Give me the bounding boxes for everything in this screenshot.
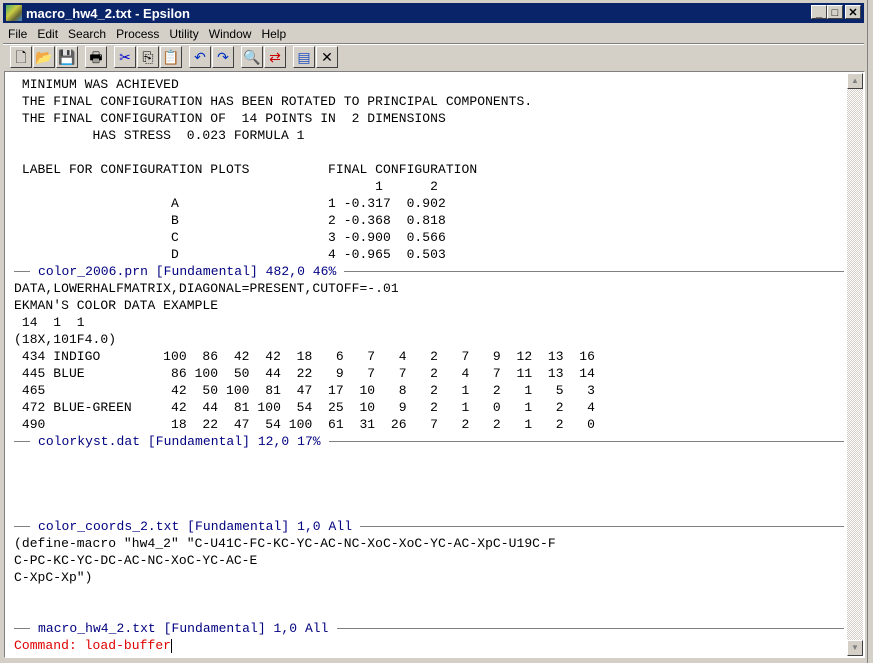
menu-help[interactable]: Help [261,26,287,41]
open-folder-icon[interactable]: 📂 [33,46,55,68]
menu-divider [3,43,864,45]
buffer-line[interactable]: HAS STRESS 0.023 FORMULA 1 [14,128,305,143]
mode-line-status: macro_hw4_2.txt [Fundamental] 1,0 All [38,621,329,636]
minimize-button[interactable]: _ [811,5,827,19]
buffer-line[interactable] [14,450,844,467]
buffer-line[interactable]: THE FINAL CONFIGURATION HAS BEEN ROTATED… [14,94,533,109]
menu-search[interactable]: Search [68,26,107,41]
redo-icon[interactable]: ↷ [212,46,234,68]
buffer-line[interactable]: MINIMUM WAS ACHIEVED [14,77,179,92]
buffer-line[interactable]: (define-macro "hw4_2" "C-U41C-FC-KC-YC-A… [14,536,556,551]
buffer-line[interactable]: C-XpC-Xp") [14,570,93,585]
buffer-line[interactable]: A 1 -0.317 0.902 [14,196,446,211]
buffer-line[interactable]: 490 18 22 47 54 100 61 31 26 7 2 2 1 2 0 [14,417,595,432]
menu-window[interactable]: Window [208,26,252,41]
copy-icon[interactable]: ⎘ [137,46,159,68]
buffer-line[interactable] [14,586,844,603]
mode-line-status: color_2006.prn [Fundamental] 482,0 46% [38,264,337,279]
text-cursor [171,638,173,653]
buffer-line[interactable]: 434 INDIGO 100 86 42 42 18 6 7 4 2 7 9 1… [14,349,595,364]
mode-line-rule [14,628,30,629]
scroll-down-icon[interactable]: ▼ [847,640,863,656]
undo-icon[interactable]: ↶ [189,46,211,68]
mode-line[interactable]: color_2006.prn [Fundamental] 482,0 46% [14,263,844,280]
buffer-line[interactable]: THE FINAL CONFIGURATION OF 14 POINTS IN … [14,111,446,126]
buffer-line[interactable] [14,467,844,484]
menu-utility[interactable]: Utility [169,26,199,41]
buffer-line[interactable]: 445 BLUE 86 100 50 44 22 9 7 7 2 4 7 11 … [14,366,595,381]
buffer-line[interactable] [14,501,844,518]
menu-file[interactable]: File [8,26,28,41]
buffer-line[interactable]: 472 BLUE-GREEN 42 44 81 100 54 25 10 9 2… [14,400,595,415]
command-prompt[interactable]: Command: load-buffer [14,638,172,653]
buffer-line[interactable] [14,144,844,161]
close-button[interactable]: ✕ [845,5,861,19]
window-title: macro_hw4_2.txt - Epsilon [26,5,190,21]
app-icon[interactable] [6,5,22,21]
menu-process[interactable]: Process [116,26,160,41]
mode-line-rule [14,441,30,442]
buffer-line[interactable]: (18X,101F4.0) [14,332,117,347]
buffer-line[interactable] [14,603,844,620]
title-bar[interactable]: macro_hw4_2.txt - Epsilon _ □ ✕ [3,3,864,23]
new-file-icon[interactable]: 🗋 [10,46,32,68]
mode-line[interactable]: colorkyst.dat [Fundamental] 12,0 17% [14,433,844,450]
buffer-line[interactable] [14,484,844,501]
paste-icon[interactable]: 📋 [160,46,182,68]
mode-line-rule [344,271,844,272]
window-icon[interactable]: ▤ [293,46,315,68]
close-buffer-icon[interactable]: ✕ [316,46,338,68]
buffer-line[interactable]: C 3 -0.900 0.566 [14,230,446,245]
cut-icon[interactable]: ✂ [114,46,136,68]
toolbar: 🗋 📂 💾 🖶 ✂ ⎘ 📋 ↶ ↷ 🔍 ⇄ ▤ ✕ [10,45,339,69]
buffer-line[interactable]: LABEL FOR CONFIGURATION PLOTS FINAL CONF… [14,162,478,177]
editor-text[interactable]: MINIMUM WAS ACHIEVED THE FINAL CONFIGURA… [14,76,844,654]
mode-line[interactable]: color_coords_2.txt [Fundamental] 1,0 All [14,518,844,535]
search-icon[interactable]: 🔍 [241,46,263,68]
command-line[interactable]: Command: load-buffer [14,637,844,654]
mode-line-status: colorkyst.dat [Fundamental] 12,0 17% [38,434,321,449]
mode-line[interactable]: macro_hw4_2.txt [Fundamental] 1,0 All [14,620,844,637]
replace-icon[interactable]: ⇄ [264,46,286,68]
background-window [868,0,873,663]
menu-edit[interactable]: Edit [37,26,59,41]
buffer-line[interactable]: D 4 -0.965 0.503 [14,247,446,262]
mode-line-rule [360,526,844,527]
menu-bar: File Edit Search Process Utility Window … [3,24,291,43]
buffer-line[interactable]: B 2 -0.368 0.818 [14,213,446,228]
buffer-line[interactable]: C-PC-KC-YC-DC-AC-NC-XoC-YC-AC-E [14,553,258,568]
print-icon[interactable]: 🖶 [85,46,107,68]
mode-line-rule [328,441,844,442]
buffer-line[interactable]: DATA,LOWERHALFMATRIX,DIAGONAL=PRESENT,CU… [14,281,399,296]
mode-line-rule [336,628,844,629]
mode-line-rule [14,526,30,527]
mode-line-status: color_coords_2.txt [Fundamental] 1,0 All [38,519,353,534]
buffer-line[interactable]: 465 42 50 100 81 47 17 10 8 2 1 2 1 5 3 [14,383,595,398]
buffer-line[interactable]: 1 2 [14,179,438,194]
buffer-line[interactable]: EKMAN'S COLOR DATA EXAMPLE [14,298,219,313]
buffer-line[interactable]: 14 1 1 [14,315,85,330]
editor-area[interactable]: MINIMUM WAS ACHIEVED THE FINAL CONFIGURA… [4,71,865,658]
save-icon[interactable]: 💾 [56,46,78,68]
maximize-button[interactable]: □ [827,5,843,19]
scroll-up-icon[interactable]: ▲ [847,73,863,89]
mode-line-rule [14,271,30,272]
vertical-scrollbar[interactable]: ▲ ▼ [847,73,863,656]
